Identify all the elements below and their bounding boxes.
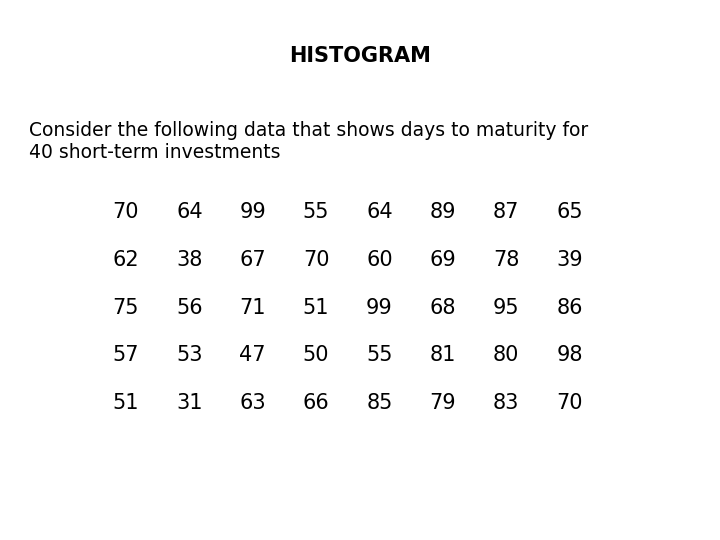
Text: 67: 67 xyxy=(240,250,266,270)
Text: 80: 80 xyxy=(493,345,519,365)
Text: 75: 75 xyxy=(113,298,139,318)
Text: 60: 60 xyxy=(366,250,392,270)
Text: 86: 86 xyxy=(557,298,582,318)
Text: Consider the following data that shows days to maturity for
40 short-term invest: Consider the following data that shows d… xyxy=(29,122,588,163)
Text: 53: 53 xyxy=(176,345,202,365)
Text: 89: 89 xyxy=(430,202,456,222)
Text: 69: 69 xyxy=(429,250,456,270)
Text: 99: 99 xyxy=(239,202,266,222)
Text: 68: 68 xyxy=(430,298,456,318)
Text: 62: 62 xyxy=(113,250,139,270)
Text: 71: 71 xyxy=(240,298,266,318)
Text: 31: 31 xyxy=(176,393,202,413)
Text: HISTOGRAM: HISTOGRAM xyxy=(289,46,431,66)
Text: 81: 81 xyxy=(430,345,456,365)
Text: 51: 51 xyxy=(303,298,329,318)
Text: 57: 57 xyxy=(113,345,139,365)
Text: 99: 99 xyxy=(366,298,393,318)
Text: 64: 64 xyxy=(366,202,392,222)
Text: 63: 63 xyxy=(240,393,266,413)
Text: 66: 66 xyxy=(302,393,330,413)
Text: 47: 47 xyxy=(240,345,266,365)
Text: 64: 64 xyxy=(176,202,202,222)
Text: 70: 70 xyxy=(557,393,582,413)
Text: 95: 95 xyxy=(493,298,519,318)
Text: 50: 50 xyxy=(303,345,329,365)
Text: 87: 87 xyxy=(493,202,519,222)
Text: 65: 65 xyxy=(557,202,582,222)
Text: 70: 70 xyxy=(113,202,139,222)
Text: 51: 51 xyxy=(113,393,139,413)
Text: 55: 55 xyxy=(303,202,329,222)
Text: 56: 56 xyxy=(176,298,202,318)
Text: 83: 83 xyxy=(493,393,519,413)
Text: 98: 98 xyxy=(557,345,582,365)
Text: 85: 85 xyxy=(366,393,392,413)
Text: 39: 39 xyxy=(557,250,582,270)
Text: 55: 55 xyxy=(366,345,392,365)
Text: 78: 78 xyxy=(493,250,519,270)
Text: 79: 79 xyxy=(430,393,456,413)
Text: 38: 38 xyxy=(176,250,202,270)
Text: 70: 70 xyxy=(303,250,329,270)
